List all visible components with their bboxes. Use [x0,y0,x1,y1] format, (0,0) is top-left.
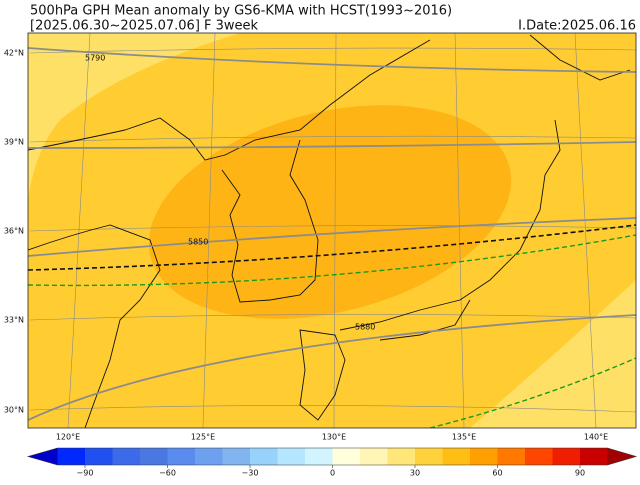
colorbar-box [112,448,141,465]
colorbar-box [222,448,251,465]
colorbar-box [277,448,306,465]
colorbar-box [85,448,113,465]
colorbar-box [387,448,416,465]
colorbar-box [525,448,553,465]
lat-label: 33°N [4,316,24,325]
contour-label: 5850 [188,238,208,247]
lon-label: 130°E [322,433,346,442]
colorbar-box [195,448,223,465]
colorbar-tick-label: 60 [492,469,502,478]
lon-labels: 120°E 125°E 130°E 135°E 140°E [56,433,608,442]
colorbar-tick-label: 0 [330,469,335,478]
colorbar-box [250,448,278,465]
init-date: I.Date:2025.06.16 [518,19,636,34]
colorbar-box [140,448,168,465]
lon-label: 125°E [191,433,215,442]
colorbar-tick-label: −90 [77,469,94,478]
colorbar-box [332,448,361,465]
contour-label: 5790 [85,54,105,63]
colorbar-box [470,448,498,465]
colorbar-box [360,448,388,465]
map-frame [27,32,637,429]
lon-label: 140°E [584,433,608,442]
colorbar-outline [26,447,638,466]
colorbar-tick-label: 90 [575,469,585,478]
lon-label: 120°E [56,433,80,442]
contour-label: 5880 [355,323,375,332]
colorbar-tick-label: 30 [410,469,420,478]
period: [2025.06.30~2025.07.06] F 3week [30,19,259,34]
colorbar-box [167,448,196,465]
colorbar-box [580,448,608,465]
colorbar-box [305,448,333,465]
lat-label: 39°N [4,138,24,147]
lat-label: 36°N [4,227,24,236]
colorbar-box [57,448,86,465]
lat-label: 42°N [4,49,24,58]
colorbar-box [497,448,526,465]
colorbar-end [607,448,636,465]
lat-labels: 42°N 39°N 36°N 33°N 30°N [4,49,24,415]
map: 5790 5850 5880 [28,33,636,428]
colorbar-box [415,448,443,465]
colorbar-tick-label: −60 [159,469,176,478]
colorbar-end [28,448,58,465]
lon-label: 135°E [452,433,476,442]
colorbar-box [442,448,471,465]
colorbar-box [552,448,581,465]
dashed-line [429,357,636,428]
title: 500hPa GPH Mean anomaly by GS6-KMA with … [30,4,452,19]
colorbar-tick-label: −30 [242,469,259,478]
colorbar: −90 −60 −30 0 30 60 90 [26,447,638,478]
dashed-line [28,224,636,271]
lat-label: 30°N [4,406,24,415]
dashed-line [28,234,636,287]
